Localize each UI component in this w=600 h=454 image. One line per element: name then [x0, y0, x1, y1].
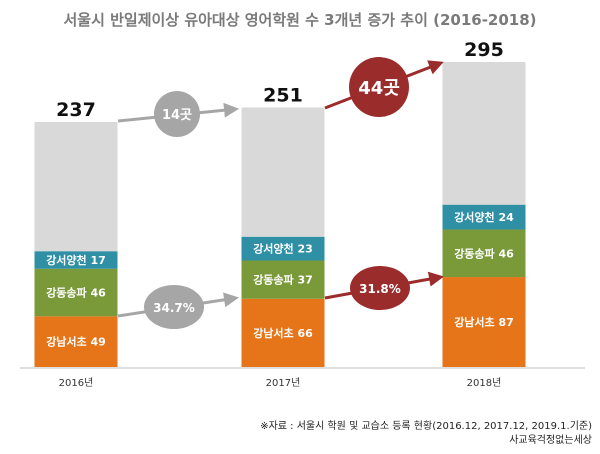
- bar-segment-gangdong-songpa-0: [34, 268, 118, 317]
- callout-bubble-31-8: [350, 266, 410, 310]
- totals-group: 237 251 295: [56, 39, 504, 121]
- bar-segment-gangdong-songpa-2: [442, 229, 526, 278]
- x-label-2017: 2017년: [266, 377, 301, 389]
- bar-segment-gangnam-seocho-1: [241, 298, 325, 367]
- bar-segment-remainder-1: [241, 107, 325, 237]
- segment-label-gangseo-yangcheon-2: 강서양천 24: [454, 210, 514, 224]
- total-label-2018: 295: [464, 39, 504, 61]
- callout-text-34-7: 34.7%: [153, 301, 195, 315]
- segment-label-gangdong-songpa-0: 강동송파 46: [46, 286, 106, 300]
- total-label-2017: 251: [263, 84, 303, 106]
- bar-segment-remainder-0: [34, 121, 118, 252]
- source-org: 사교육걱정없는세상: [509, 433, 592, 446]
- chart-title: 서울시 반일제이상 유아대상 영어학원 수 3개년 증가 추이 (2016-20…: [63, 11, 536, 29]
- x-label-2016: 2016년: [59, 377, 94, 389]
- callout-text-44: 44곳: [358, 78, 400, 99]
- segment-label-gangseo-yangcheon-1: 강서양천 23: [253, 242, 313, 256]
- callouts-group: 14곳 44곳 34.7% 31.8%: [117, 57, 444, 329]
- bar-segment-gangseo-yangcheon-1: [241, 236, 325, 261]
- bar-segment-gangdong-songpa-1: [241, 260, 325, 299]
- source-note: ※자료 : 서울시 학원 및 교습소 등록 현황(2016.12, 2017.1…: [260, 420, 592, 432]
- bar-segment-remainder-2: [442, 62, 526, 205]
- segment-label-gangnam-seocho-1: 강남서초 66: [253, 326, 313, 340]
- total-label-2016: 237: [56, 99, 96, 121]
- segment-label-gangnam-seocho-2: 강남서초 87: [454, 315, 514, 329]
- callout-text-31-8: 31.8%: [359, 282, 401, 296]
- bar-segment-gangseo-yangcheon-0: [34, 251, 118, 269]
- bar-segment-gangseo-yangcheon-2: [442, 204, 526, 230]
- segment-label-gangseo-yangcheon-0: 강서양천 17: [46, 253, 106, 267]
- bars-group: [34, 62, 526, 367]
- callout-bubble-14: [154, 91, 200, 137]
- segment-labels-group: 강남서초 49 강동송파 46 강서양천 17 강남서초 66 강동송파 37 강서양천 …: [46, 210, 514, 349]
- bar-segment-gangnam-seocho-0: [34, 316, 118, 367]
- callout-text-14: 14곳: [162, 108, 192, 123]
- segment-label-gangdong-songpa-1: 강동송파 37: [253, 273, 313, 287]
- x-label-2018: 2018년: [467, 377, 502, 389]
- bar-segment-gangnam-seocho-2: [442, 277, 526, 367]
- callout-bubble-34-7: [144, 285, 204, 329]
- x-axis-labels: 2016년 2017년 2018년: [59, 377, 502, 389]
- segment-label-gangdong-songpa-2: 강동송파 46: [454, 246, 514, 260]
- segment-label-gangnam-seocho-0: 강남서초 49: [46, 335, 106, 349]
- callout-bubble-44: [349, 57, 409, 117]
